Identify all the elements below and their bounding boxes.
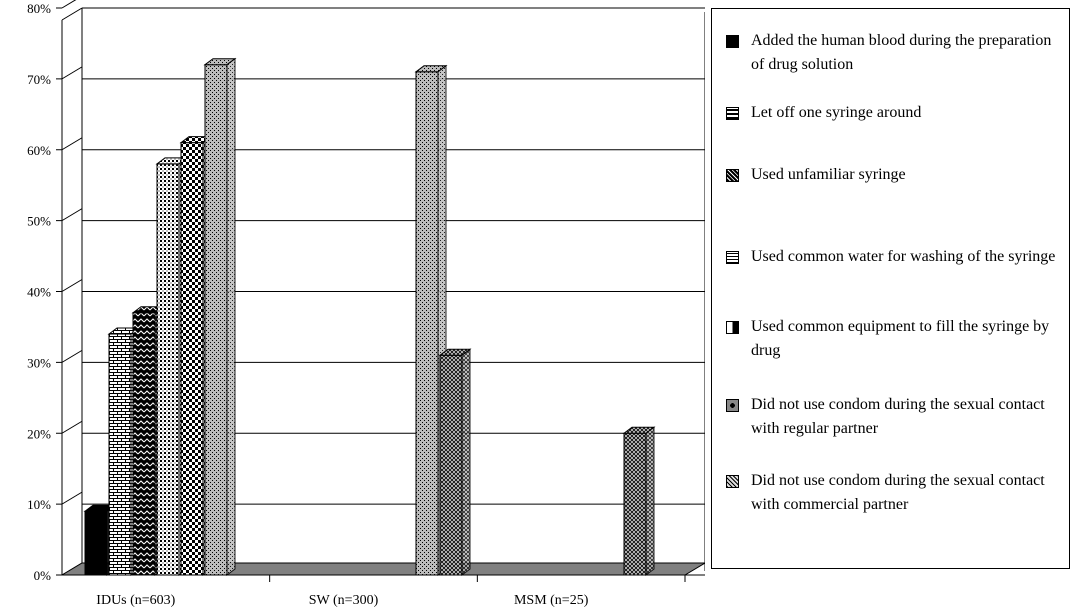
x-tick-label: SW (n=300) [309,593,379,608]
legend-swatch [726,321,739,334]
gridline-wall [61,349,83,363]
gridline-wall [61,279,83,292]
legend-label: Added the human blood during the prepara… [751,32,1052,73]
y-tick-label: 70% [27,72,51,87]
legend-item: Used unfamiliar syringe [726,163,1066,187]
gridline-wall [61,137,83,151]
gridline-wall [61,0,77,9]
legend-item: Used common water for washing of the syr… [726,245,1066,269]
legend-item: Used common equipment to fill the syring… [726,315,1066,363]
y-tick-label: 0% [34,568,52,583]
bar [203,57,237,576]
legend-label: Did not use condom during the sexual con… [751,396,1045,437]
bar-chart: 0% 10% 20% 30% 40% 50% 60% 70% 80% IDUs (n=603) SW… [27,0,705,608]
legend-item: Let off one syringe around [726,101,1066,125]
legend-swatch [726,251,739,264]
y-tick-label: 50% [27,214,51,229]
bar [622,426,656,576]
y-tick-label: 40% [27,285,51,300]
legend-label: Did not use condom during the sexual con… [751,472,1045,513]
legend-swatch [726,399,739,412]
legend-label: Used common water for washing of the syr… [751,248,1056,265]
legend-item: Did not use condom during the sexual con… [726,469,1066,517]
x-tick-label: IDUs (n=603) [96,593,175,608]
legend-swatch [726,107,739,120]
y-tick-label: 60% [27,143,51,158]
legend-item: Added the human blood during the prepara… [726,29,1066,77]
y-tick-label: 80% [27,1,51,16]
legend-label: Used common equipment to fill the syring… [751,318,1050,359]
gridline-wall [61,208,83,222]
y-tick-label: 10% [27,497,51,512]
legend-label: Used unfamiliar syringe [751,166,906,183]
legend-swatch [726,475,739,488]
y-axis-top [61,7,83,21]
y-tick-label: 30% [27,355,51,370]
bar [438,348,472,576]
gridline-wall [61,420,83,434]
legend-swatch [726,169,739,182]
y-tick-label: 20% [27,426,51,441]
gridline-wall [61,491,83,505]
chart-legend: Added the human blood during the prepara… [711,8,1070,569]
legend-label: Let off one syringe around [751,104,922,121]
x-tick-label: MSM (n=25) [514,593,589,608]
legend-item: Did not use condom during the sexual con… [726,393,1066,441]
gridline-wall [61,66,83,80]
legend-swatch [726,35,739,48]
